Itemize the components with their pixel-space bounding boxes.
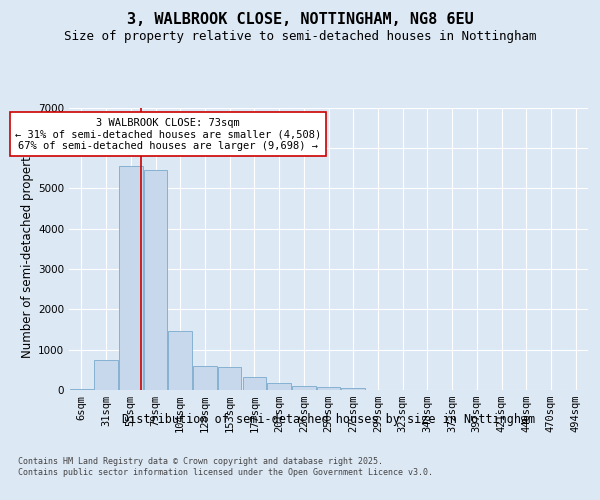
Y-axis label: Number of semi-detached properties: Number of semi-detached properties: [21, 140, 34, 358]
Text: Size of property relative to semi-detached houses in Nottingham: Size of property relative to semi-detach…: [64, 30, 536, 43]
Text: 3, WALBROOK CLOSE, NOTTINGHAM, NG8 6EU: 3, WALBROOK CLOSE, NOTTINGHAM, NG8 6EU: [127, 12, 473, 28]
Bar: [193, 366, 217, 390]
Text: Contains HM Land Registry data © Crown copyright and database right 2025.
Contai: Contains HM Land Registry data © Crown c…: [18, 458, 433, 477]
Bar: [119, 166, 143, 390]
Bar: [144, 170, 167, 390]
Bar: [341, 388, 365, 390]
Bar: [169, 332, 192, 390]
Text: 3 WALBROOK CLOSE: 73sqm
← 31% of semi-detached houses are smaller (4,508)
67% of: 3 WALBROOK CLOSE: 73sqm ← 31% of semi-de…: [15, 118, 321, 151]
Bar: [218, 366, 241, 390]
Bar: [70, 389, 93, 390]
Text: Distribution of semi-detached houses by size in Nottingham: Distribution of semi-detached houses by …: [122, 412, 535, 426]
Bar: [242, 376, 266, 390]
Bar: [317, 387, 340, 390]
Bar: [292, 386, 316, 390]
Bar: [94, 360, 118, 390]
Bar: [268, 384, 291, 390]
